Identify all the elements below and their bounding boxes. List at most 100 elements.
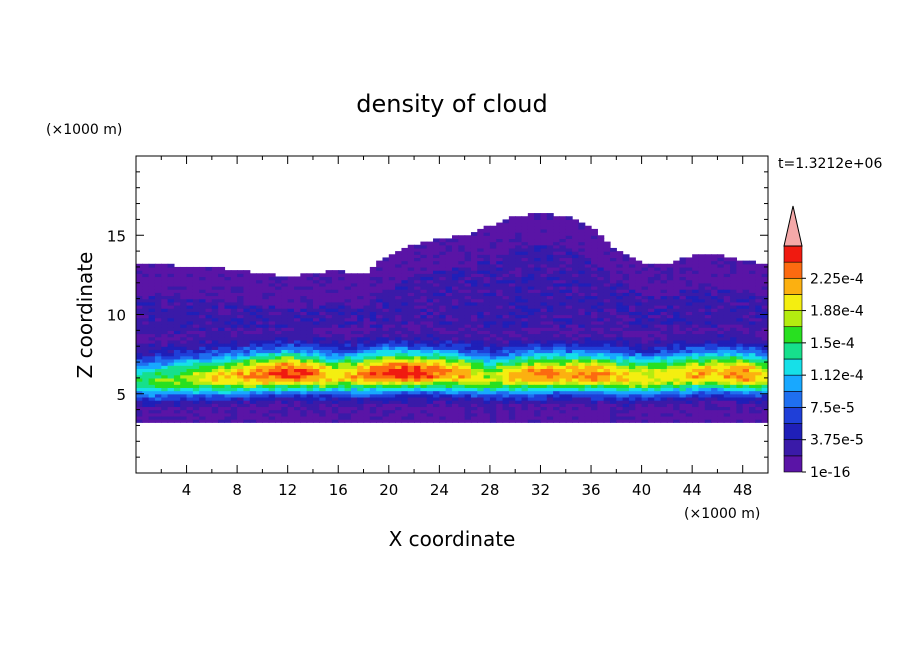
density-cell <box>534 241 542 246</box>
density-cell <box>154 419 162 423</box>
density-cell <box>401 282 409 287</box>
density-cell <box>211 295 219 300</box>
density-cell <box>559 400 567 404</box>
density-cell <box>142 289 150 293</box>
density-cell <box>306 308 314 312</box>
density-cell <box>591 387 598 392</box>
density-cell <box>489 273 497 278</box>
density-cell <box>199 292 207 297</box>
density-cell <box>673 292 681 297</box>
density-cell <box>692 387 700 392</box>
density-cell <box>717 320 725 325</box>
density-cell <box>717 317 725 322</box>
density-cell <box>508 346 516 350</box>
density-cell <box>237 352 245 357</box>
density-cell <box>325 301 333 306</box>
density-cell <box>401 384 409 389</box>
density-cell <box>711 384 719 389</box>
density-cell <box>559 266 567 271</box>
density-cell <box>489 327 497 331</box>
density-cell <box>414 358 421 363</box>
density-cell <box>559 228 567 233</box>
density-cell <box>414 295 421 300</box>
density-cell <box>540 415 548 420</box>
density-cell <box>173 384 181 389</box>
density-cell <box>224 371 232 376</box>
density-cell <box>584 324 592 328</box>
density-cell <box>186 327 194 331</box>
density-cell <box>142 298 150 303</box>
density-cell <box>534 238 542 243</box>
density-cell <box>603 276 611 281</box>
density-cell <box>452 349 459 354</box>
density-cell <box>325 289 333 293</box>
density-cell <box>167 336 175 341</box>
density-cell <box>205 400 213 404</box>
density-cell <box>154 324 162 328</box>
density-cell <box>496 285 504 290</box>
density-cell <box>584 358 592 363</box>
density-cell <box>673 390 681 395</box>
density-cell <box>704 301 712 306</box>
density-cell <box>666 387 674 392</box>
density-cell <box>243 292 251 297</box>
density-cell <box>711 317 719 322</box>
density-cell <box>654 304 662 309</box>
density-cell <box>553 247 561 252</box>
density-cell <box>502 387 510 392</box>
density-cell <box>376 273 384 278</box>
density-cell <box>685 304 693 309</box>
density-cell <box>559 301 567 306</box>
density-cell <box>508 254 516 259</box>
density-cell <box>294 365 301 369</box>
density-cell <box>616 381 624 385</box>
density-cell <box>534 314 542 319</box>
density-cell <box>635 403 643 408</box>
density-cell <box>692 336 700 341</box>
density-cell <box>243 384 251 389</box>
density-cell <box>641 368 649 373</box>
density-cell <box>275 317 282 322</box>
density-cell <box>382 371 390 376</box>
density-cell <box>527 317 535 322</box>
density-cell <box>534 244 542 249</box>
density-cell <box>616 324 624 328</box>
density-cell <box>584 238 592 243</box>
density-cell <box>294 311 301 316</box>
density-cell <box>243 352 251 357</box>
density-cell <box>312 415 320 420</box>
density-cell <box>470 393 478 398</box>
density-cell <box>704 384 712 389</box>
density-cell <box>439 324 447 328</box>
density-cell <box>382 374 390 379</box>
density-cell <box>312 298 320 303</box>
density-cell <box>452 285 459 290</box>
density-cell <box>540 393 548 398</box>
density-cell <box>414 311 421 316</box>
density-cell <box>407 327 415 331</box>
density-cell <box>584 244 592 249</box>
density-cell <box>622 415 630 420</box>
density-cell <box>300 343 308 347</box>
density-cell <box>553 298 561 303</box>
density-cell <box>610 257 617 262</box>
density-cell <box>148 289 156 293</box>
density-cell <box>388 257 396 262</box>
density-cell <box>489 374 497 379</box>
density-cell <box>470 285 478 290</box>
density-cell <box>142 273 150 278</box>
density-cell <box>565 292 573 297</box>
density-cell <box>584 333 592 338</box>
density-cell <box>622 336 630 341</box>
density-cell <box>148 339 156 344</box>
density-cell <box>502 330 510 335</box>
density-cell <box>369 393 377 398</box>
density-cell <box>647 390 655 395</box>
density-cell <box>711 400 719 404</box>
density-cell <box>559 292 567 297</box>
density-cell <box>173 403 181 408</box>
density-cell <box>534 409 542 414</box>
density-cell <box>199 308 207 312</box>
density-cell <box>603 374 611 379</box>
density-cell <box>192 273 200 278</box>
